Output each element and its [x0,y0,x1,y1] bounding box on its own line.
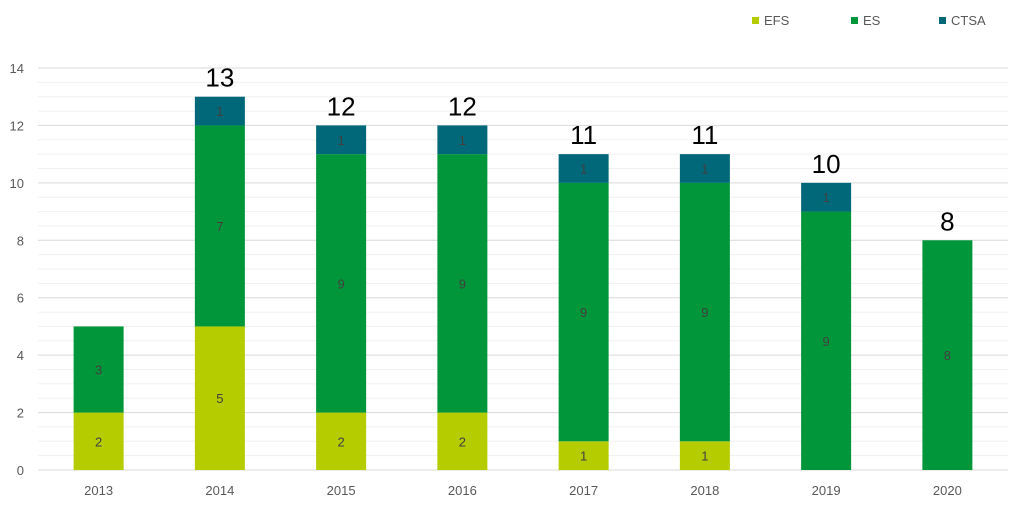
segment-data-label: 2 [338,434,345,449]
legend-swatch-efs [752,17,759,24]
bar-segment-efs-2017 [558,441,609,470]
bar-segment-es-2020 [922,240,973,470]
bar-total-label: 11 [691,120,718,150]
y-tick-label: 6 [17,291,24,306]
segment-data-label: 9 [459,276,466,291]
segment-data-label: 1 [580,162,587,177]
bar-segment-es-2017 [558,182,609,442]
y-tick-label: 10 [10,176,24,191]
y-tick-label: 12 [10,118,24,133]
segment-data-label: 1 [701,449,708,464]
segment-data-label: 1 [823,190,830,205]
segment-data-label: 9 [580,305,587,320]
bar-total-label: 11 [570,120,597,150]
bar-total-label: 8 [940,206,954,236]
legend-label-es: ES [863,13,881,28]
bar-segment-efs-2016 [437,412,488,470]
legend-label-efs: EFS [764,13,790,28]
bar-segment-es-2018 [679,182,730,442]
segment-data-label: 7 [216,219,223,234]
x-tick-label: 2014 [205,483,234,498]
segment-data-label: 9 [701,305,708,320]
bar-segment-ctsa-2017 [558,154,609,183]
x-tick-label: 2020 [933,483,962,498]
segment-data-label: 2 [459,434,466,449]
x-tick-label: 2017 [569,483,598,498]
bar-segment-ctsa-2015 [316,125,367,155]
bar-segment-es-2019 [801,211,852,471]
bar-segment-efs-2014 [194,326,245,470]
legend-swatch-ctsa [939,17,946,24]
segment-data-label: 1 [701,162,708,177]
bar-total-label: 12 [327,91,356,121]
y-tick-label: 4 [17,348,24,363]
bar-segment-ctsa-2019 [801,182,852,212]
bar-segment-ctsa-2016 [437,125,488,155]
segment-data-label: 9 [338,276,345,291]
y-tick-label: 8 [17,233,24,248]
x-tick-label: 2016 [448,483,477,498]
segment-data-label: 9 [823,334,830,349]
segment-data-label: 1 [580,449,587,464]
bar-total-label: 12 [448,91,477,121]
y-tick-label: 0 [17,463,24,478]
bar-segment-ctsa-2014 [194,96,245,126]
legend: EFS ES CTSA [752,13,986,28]
bar-segment-efs-2018 [679,441,730,470]
legend-swatch-es [851,17,858,24]
segment-data-label: 2 [95,434,102,449]
segment-data-label: 3 [95,363,102,378]
x-axis-ticks: 2013 2014 2015 2016 2017 2018 2019 2020 [84,483,962,498]
segment-data-label: 8 [944,348,951,363]
bar-total-label: 10 [812,149,841,179]
segment-data-label: 1 [459,133,466,148]
x-tick-label: 2018 [690,483,719,498]
bar-segment-efs-2013 [73,412,124,470]
bar-segment-efs-2015 [316,412,367,470]
bar-segment-es-2014 [194,125,245,327]
x-tick-label: 2013 [84,483,113,498]
gridlines [38,67,1008,471]
legend-label-ctsa: CTSA [951,13,986,28]
x-tick-label: 2019 [812,483,841,498]
segment-data-label: 1 [216,104,223,119]
y-axis-ticks: 0 2 4 6 8 10 12 14 [10,61,24,478]
bar-segment-es-2013 [73,326,124,413]
segment-data-label: 5 [216,391,223,406]
y-tick-label: 14 [10,61,24,76]
segment-data-label: 1 [338,133,345,148]
bar-total-label: 13 [205,63,234,93]
bar-segment-es-2015 [316,154,367,413]
x-tick-label: 2015 [327,483,356,498]
bar-segment-es-2016 [437,154,488,413]
y-tick-label: 2 [17,406,24,421]
bar-segment-ctsa-2018 [679,154,730,183]
